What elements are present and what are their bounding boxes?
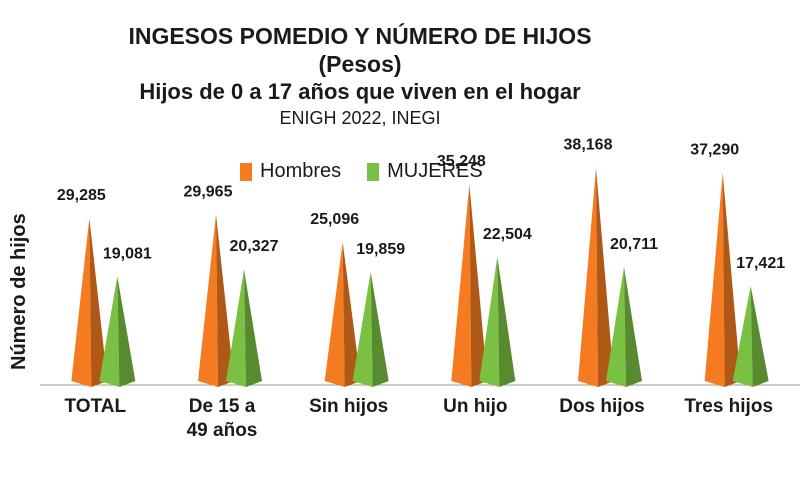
chart-subtitle-2: Hijos de 0 a 17 años que viven en el hog…: [139, 79, 581, 104]
category-label-2: Sin hijos: [309, 396, 388, 417]
category-label-0: TOTAL: [65, 396, 127, 417]
legend-item-hombres: Hombres: [240, 160, 341, 183]
data-label-mujeres-5: 17,421: [736, 255, 785, 272]
category-label-1: De 15 a 49 años: [187, 396, 258, 441]
data-label-hombres-1: 29,965: [184, 183, 233, 200]
legend-label-mujeres: MUJERES: [387, 160, 483, 182]
legend-label-hombres: Hombres: [260, 160, 342, 182]
bar-hombres-4: [578, 167, 614, 387]
data-label-mujeres-1: 20,327: [230, 238, 279, 255]
chart-title: INGESOS POMEDIO Y NÚMERO DE HIJOS: [128, 23, 592, 49]
data-label-mujeres-2: 19,859: [356, 241, 405, 258]
data-label-mujeres-3: 22,504: [483, 226, 532, 243]
bar-mujeres-4: [606, 267, 642, 387]
bar-hombres-3: [451, 184, 488, 387]
bar-hombres-5: [704, 172, 741, 387]
bar-hombres-2: [324, 242, 361, 387]
bar-mujeres-3: [479, 256, 516, 387]
data-label-hombres-4: 38,168: [564, 137, 613, 154]
data-label-hombres-3: 35,248: [437, 153, 486, 170]
legend: Hombres MUJERES: [240, 160, 483, 183]
chart-subtitle: (Pesos): [318, 51, 402, 77]
category-label-3: Un hijo: [443, 396, 507, 417]
legend-swatch-hombres: [240, 162, 252, 181]
legend-item-mujeres: MUJERES: [367, 160, 483, 183]
data-label-hombres-2: 25,096: [310, 211, 359, 228]
bar-mujeres-5: [732, 285, 769, 387]
data-label-hombres-0: 29,285: [57, 187, 106, 204]
bar-mujeres-0: [99, 276, 136, 387]
bar-hombres-0: [71, 218, 108, 387]
bar-mujeres-1: [226, 269, 262, 387]
bar-mujeres-2: [352, 271, 389, 387]
category-label-5: Tres hijos: [684, 396, 773, 417]
chart-titles: INGESOS POMEDIO Y NÚMERO DE HIJOS (Pesos…: [60, 22, 660, 130]
data-label-hombres-5: 37,290: [690, 142, 739, 159]
data-label-mujeres-0: 19,081: [103, 245, 152, 262]
legend-swatch-mujeres: [367, 162, 380, 181]
chart-source: ENIGH 2022, INEGI: [279, 108, 441, 128]
data-label-mujeres-4: 20,711: [610, 236, 658, 253]
category-label-4: Dos hijos: [559, 396, 645, 417]
bar-hombres-1: [198, 214, 234, 387]
